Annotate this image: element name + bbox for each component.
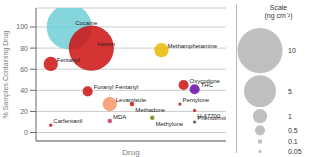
svg-text:Methamphetamine: Methamphetamine	[167, 43, 217, 49]
svg-text:Oxycodone: Oxycodone	[189, 78, 220, 85]
svg-text:1: 1	[288, 113, 292, 120]
svg-text:Phentormine: Phentormine	[197, 115, 226, 121]
svg-text:Carfentanil: Carfentanil	[53, 118, 82, 124]
svg-text:Pentylone: Pentylone	[182, 97, 209, 103]
svg-text:5: 5	[288, 88, 292, 95]
svg-text:Methadone: Methadone	[135, 107, 166, 113]
svg-text:0.5: 0.5	[288, 127, 298, 134]
svg-text:Drug: Drug	[122, 148, 139, 157]
svg-text:0.05: 0.05	[288, 148, 302, 155]
svg-text:80: 80	[20, 45, 28, 52]
svg-text:0: 0	[24, 129, 28, 136]
svg-text:MDA: MDA	[113, 114, 126, 120]
svg-text:Furanyl Fentanyl: Furanyl Fentanyl	[94, 84, 139, 90]
svg-text:Levamisole: Levamisole	[115, 97, 147, 104]
svg-text:Heroin: Heroin	[97, 41, 115, 47]
svg-text:40: 40	[20, 87, 28, 94]
svg-text:THC: THC	[201, 82, 214, 88]
svg-text:Methylone: Methylone	[155, 121, 183, 127]
svg-text:10: 10	[288, 47, 296, 54]
svg-text:100: 100	[16, 23, 28, 30]
svg-text:0.1: 0.1	[288, 138, 298, 145]
svg-text:20: 20	[20, 108, 28, 115]
svg-text:60: 60	[20, 66, 28, 73]
svg-text:% Samples Containing Drug: % Samples Containing Drug	[8, 30, 10, 118]
svg-text:Cocaine: Cocaine	[75, 20, 98, 26]
svg-text:Fentanyl: Fentanyl	[57, 57, 80, 63]
svg-text:Scale(ng cm⁻²): Scale(ng cm⁻²)	[264, 4, 292, 20]
